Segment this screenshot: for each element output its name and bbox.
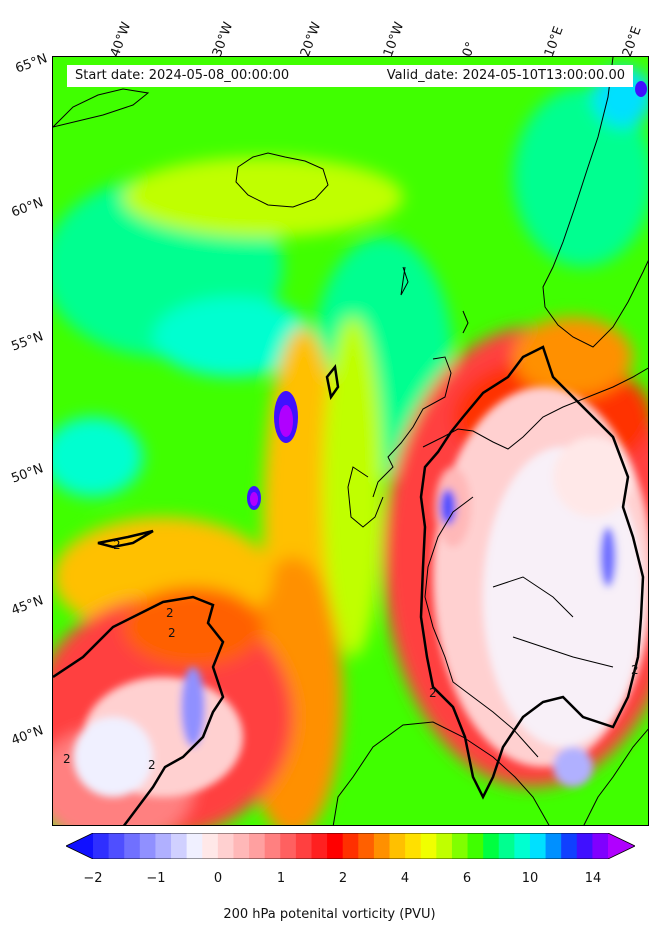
- colorbar-swatch: [171, 833, 188, 859]
- colorbar-swatch: [420, 833, 437, 859]
- contour-label-2: 2: [148, 758, 156, 772]
- colorbar-swatch: [358, 833, 375, 859]
- start-date-text: Start date: 2024-05-08_00:00:00: [75, 68, 290, 83]
- colorbar-swatch: [405, 833, 422, 859]
- colorbar-tick: 10: [521, 871, 539, 886]
- pv-map: 2 2 2 2 2 2 2 Start date: 2024-05-08_00:…: [52, 56, 649, 826]
- colorbar-swatch: [514, 833, 531, 859]
- colorbar-swatch: [280, 833, 297, 859]
- valid-date-text: Valid_date: 2024-05-10T13:00:00.00: [386, 68, 625, 83]
- colorbar-swatch: [342, 833, 359, 859]
- colorbar-swatch: [155, 833, 172, 859]
- pv-field: 2 2 2 2 2 2 2: [53, 57, 648, 825]
- contour-label-2: 2: [166, 606, 174, 620]
- colorbar-swatch: [467, 833, 484, 859]
- colorbar-swatch: [311, 833, 328, 859]
- lat-label-40n: 40°N: [9, 723, 46, 749]
- colorbar-swatch: [93, 833, 110, 859]
- colorbar-swatch: [249, 833, 266, 859]
- colorbar-swatch: [498, 833, 515, 859]
- colorbar-swatch: [373, 833, 391, 859]
- colorbar-swatch: [217, 833, 234, 859]
- colorbar-swatch: [389, 833, 406, 859]
- lon-label-20e: 20°E: [619, 24, 645, 59]
- colorbar-extend-min: [66, 833, 93, 859]
- colorbar-swatch: [327, 833, 344, 859]
- colorbar-swatch: [264, 833, 281, 859]
- colorbar-swatch: [186, 833, 203, 859]
- colorbar-tick: 2: [338, 871, 348, 886]
- colorbar-tick: −2: [83, 871, 103, 886]
- colorbar-tick: 14: [584, 871, 602, 886]
- contour-labels: 2 2 2 2 2 2 2: [63, 538, 639, 772]
- colorbar: [66, 833, 635, 859]
- lat-label-65n: 65°N: [13, 51, 50, 77]
- colorbar-swatch: [451, 833, 469, 859]
- lon-label-30w: 30°W: [209, 20, 237, 59]
- colorbar-tick: 1: [276, 871, 286, 886]
- pv-2-contours: [53, 345, 645, 825]
- colorbar-swatch: [545, 833, 562, 859]
- lon-label-20w: 20°W: [297, 20, 325, 59]
- lon-label-40w: 40°W: [107, 20, 135, 59]
- lon-label-10w: 10°W: [380, 20, 408, 59]
- colorbar-title: 200 hPa potenital vorticity (PVU): [223, 907, 436, 922]
- info-bar: Start date: 2024-05-08_00:00:00 Valid_da…: [67, 65, 633, 87]
- colorbar-swatch: [529, 833, 547, 859]
- colorbar-swatch: [108, 833, 125, 859]
- colorbar-swatch: [295, 833, 312, 859]
- lat-label-50n: 50°N: [9, 461, 46, 487]
- colorbar-swatch: [592, 833, 609, 859]
- colorbar-tick: −1: [146, 871, 166, 886]
- colorbar-swatch: [124, 833, 141, 859]
- colorbar-swatch: [576, 833, 593, 859]
- colorbar-extend-max: [608, 833, 635, 859]
- colorbar-tick: 4: [400, 871, 410, 886]
- contour-label-2: 2: [63, 752, 71, 766]
- contour-label-2: 2: [113, 538, 121, 552]
- contour-label-2: 2: [168, 626, 176, 640]
- colorbar-tick: 0: [213, 871, 223, 886]
- lat-label-60n: 60°N: [9, 195, 46, 221]
- contour-label-2: 2: [631, 663, 639, 677]
- colorbar-swatch: [202, 833, 219, 859]
- coastlines: [53, 57, 648, 825]
- colorbar-swatch: [483, 833, 500, 859]
- lon-label-10e: 10°E: [541, 24, 567, 59]
- colorbar-swatch: [436, 833, 453, 859]
- colorbar-swatch: [233, 833, 250, 859]
- colorbar-swatch: [139, 833, 156, 859]
- colorbar-tick: 6: [462, 871, 472, 886]
- lat-label-55n: 55°N: [9, 329, 46, 355]
- lat-label-45n: 45°N: [9, 593, 46, 619]
- contour-label-2: 2: [429, 686, 437, 700]
- colorbar-swatch: [561, 833, 578, 859]
